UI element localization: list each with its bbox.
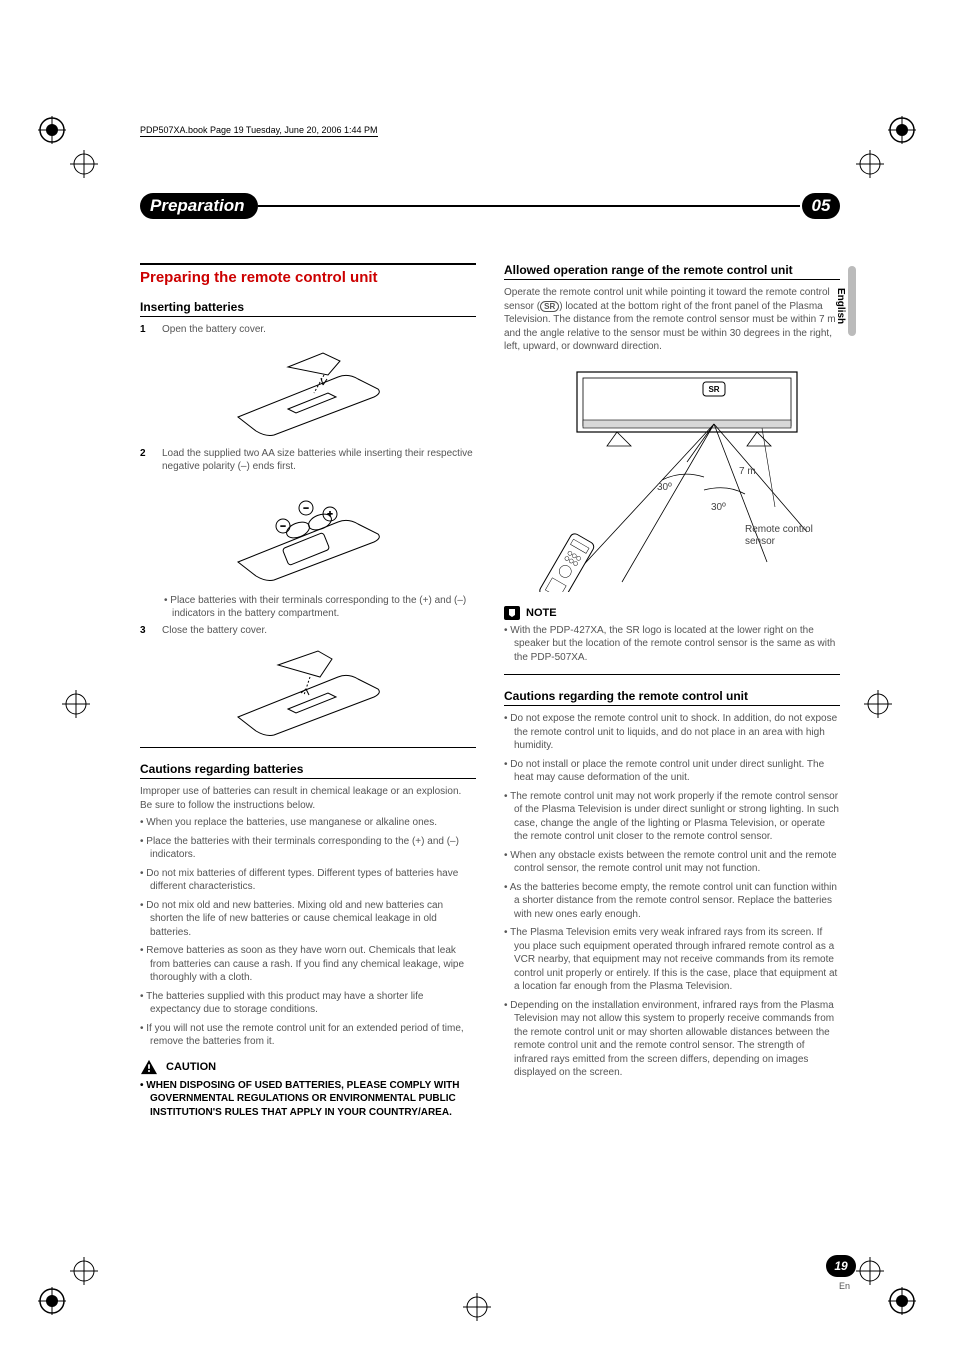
page-meta-header: PDP507XA.book Page 19 Tuesday, June 20, … bbox=[140, 125, 378, 137]
cautions-remote-list: Do not expose the remote control unit to… bbox=[504, 712, 840, 1080]
svg-text:−: − bbox=[303, 503, 308, 513]
svg-text:30º: 30º bbox=[711, 502, 726, 513]
note-label: NOTE bbox=[526, 607, 557, 619]
crosshair-mb bbox=[463, 1293, 491, 1321]
reg-mark-tl bbox=[38, 116, 66, 144]
caution-body: • WHEN DISPOSING OF USED BATTERIES, PLEA… bbox=[140, 1079, 476, 1120]
chapter-bar: Preparation 05 bbox=[140, 193, 840, 219]
illustration-insert-batteries: − − + bbox=[228, 484, 388, 584]
step-1: 1 Open the battery cover. bbox=[140, 323, 476, 337]
range-diagram: SR 30º 30º 7 m bbox=[504, 362, 840, 592]
reg-mark-tr bbox=[888, 116, 916, 144]
svg-text:SR: SR bbox=[708, 385, 719, 394]
note-icon bbox=[504, 606, 520, 620]
svg-text:7 m: 7 m bbox=[739, 466, 756, 477]
reg-mark-br bbox=[888, 1287, 916, 1315]
svg-text:+: + bbox=[327, 509, 332, 519]
step-2: 2 Load the supplied two AA size batterie… bbox=[140, 447, 476, 474]
chapter-number: 05 bbox=[802, 193, 840, 219]
note-row: NOTE bbox=[504, 606, 840, 620]
crosshair-ml bbox=[62, 690, 90, 718]
illustration-close-cover bbox=[228, 647, 388, 737]
chapter-title: Preparation bbox=[140, 193, 258, 219]
crosshair-tr bbox=[856, 150, 884, 178]
crosshair-mr bbox=[864, 690, 892, 718]
svg-text:30º: 30º bbox=[657, 482, 672, 493]
page-number-sub: En bbox=[839, 1281, 850, 1291]
right-column: Allowed operation range of the remote co… bbox=[504, 263, 840, 1119]
illustration-open-cover bbox=[228, 347, 388, 437]
cautions-batteries-intro: Improper use of batteries can result in … bbox=[140, 785, 476, 812]
page-number: 19 bbox=[826, 1255, 856, 1277]
reg-mark-bl bbox=[38, 1287, 66, 1315]
svg-text:−: − bbox=[280, 521, 285, 531]
step-3: 3 Close the battery cover. bbox=[140, 624, 476, 638]
diagram-sensor-label: Remote controlsensor bbox=[745, 524, 813, 547]
language-bar bbox=[848, 266, 856, 336]
subhead-inserting-batteries: Inserting batteries bbox=[140, 300, 476, 317]
subhead-cautions-batteries: Cautions regarding batteries bbox=[140, 762, 476, 779]
note-body: With the PDP-427XA, the SR logo is locat… bbox=[504, 624, 840, 665]
subhead-cautions-remote: Cautions regarding the remote control un… bbox=[504, 689, 840, 706]
crosshair-bl bbox=[70, 1257, 98, 1285]
warning-icon bbox=[140, 1059, 158, 1075]
caution-row: CAUTION bbox=[140, 1059, 476, 1075]
subhead-allowed-range: Allowed operation range of the remote co… bbox=[504, 263, 840, 280]
crosshair-br bbox=[856, 1257, 884, 1285]
left-column: Preparing the remote control unit Insert… bbox=[140, 263, 476, 1119]
section-title: Preparing the remote control unit bbox=[140, 263, 476, 286]
caution-label: CAUTION bbox=[166, 1061, 216, 1073]
step-2-note: • Place batteries with their terminals c… bbox=[164, 594, 476, 621]
cautions-batteries-list: When you replace the batteries, use mang… bbox=[140, 816, 476, 1049]
crosshair-tl bbox=[70, 150, 98, 178]
allowed-range-intro: Operate the remote control unit while po… bbox=[504, 286, 840, 354]
